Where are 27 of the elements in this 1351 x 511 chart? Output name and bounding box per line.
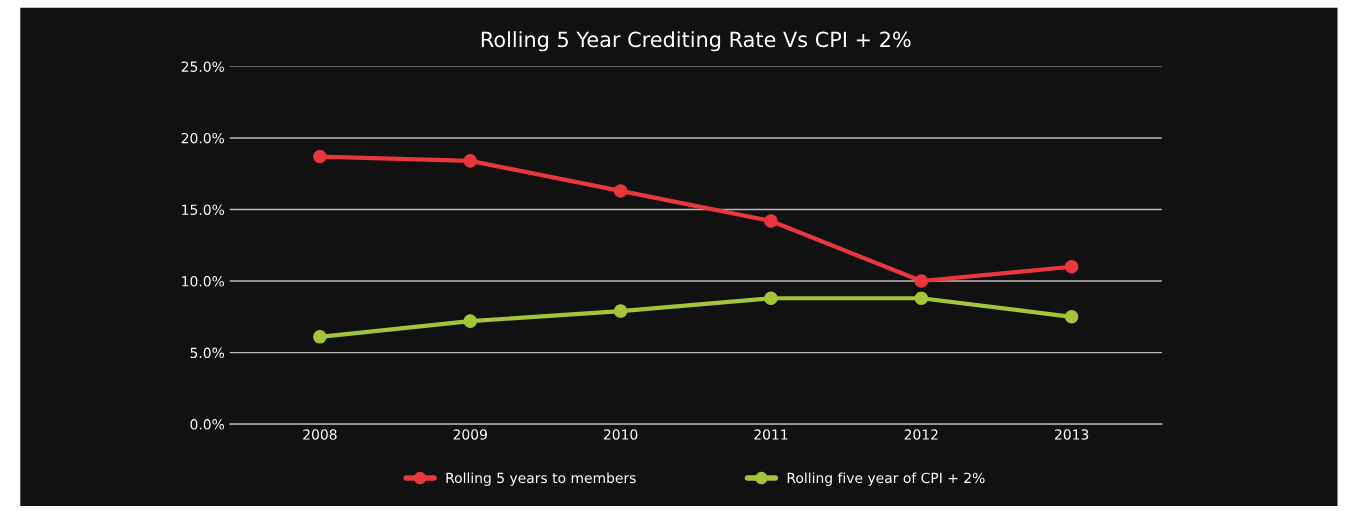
x-tick-label: 2010 — [603, 429, 638, 440]
point — [463, 154, 477, 168]
x-tick-label: 2008 — [303, 429, 337, 440]
point — [463, 314, 477, 328]
point — [764, 291, 778, 305]
y-tick-label: 15.0% — [182, 204, 225, 215]
point — [1064, 259, 1079, 274]
point — [313, 330, 327, 344]
y-tick-label: 5.0% — [190, 347, 225, 359]
point — [914, 274, 929, 288]
y-tick-label: 25.0% — [181, 61, 225, 72]
point — [613, 304, 628, 318]
y-tick-label: 0.0% — [190, 419, 225, 430]
x-tick-label: 2011 — [754, 429, 788, 440]
x-tick-label: 2013 — [1054, 429, 1089, 440]
point — [313, 149, 327, 164]
point — [1064, 310, 1079, 324]
legend-label: Rolling 5 years to members — [446, 472, 636, 486]
chart-title: Rolling 5 Year Crediting Rate Vs CPI + 2% — [481, 31, 911, 52]
x-tick-label: 2012 — [904, 429, 938, 440]
point — [914, 291, 929, 305]
x-tick-label: 2009 — [453, 429, 487, 440]
y-tick-label: 10.0% — [182, 276, 225, 287]
legend-label: Rolling five year of CPI + 2% — [787, 472, 985, 486]
point — [764, 214, 778, 228]
y-tick-label: 20.0% — [181, 132, 225, 144]
point — [613, 184, 628, 198]
